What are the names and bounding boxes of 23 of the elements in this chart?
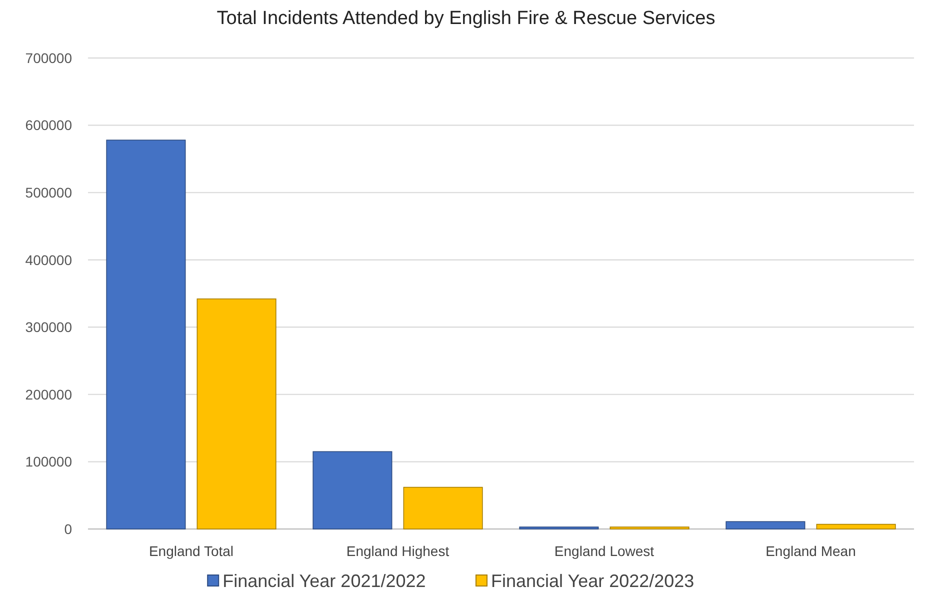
bar: [312, 451, 392, 530]
bar: [196, 298, 276, 530]
chart-title: Total Incidents Attended by English Fire & Rescue Services: [216, 8, 716, 29]
bar: [519, 526, 599, 530]
y-tick-label: 700000: [25, 50, 72, 66]
legend-label: Financial Year 2022/2023: [491, 571, 694, 591]
bar: [106, 140, 186, 530]
y-tick-label: 400000: [25, 252, 72, 268]
y-tick-label: 100000: [25, 454, 72, 470]
y-tick-label: 0: [64, 520, 72, 537]
bar: [610, 526, 690, 530]
bar: [726, 521, 806, 530]
x-tick-label: England Total: [148, 543, 234, 559]
y-tick-label: 200000: [25, 386, 72, 402]
x-tick-label: England Lowest: [554, 543, 654, 559]
x-tick-label: England Highest: [346, 543, 450, 559]
bar: [816, 524, 896, 530]
bar: [403, 486, 483, 530]
x-tick-label: England Mean: [766, 543, 856, 559]
y-tick-label: 600000: [25, 117, 72, 134]
y-tick-label: 300000: [25, 319, 72, 336]
y-tick-label: 500000: [25, 184, 72, 200]
legend-label: Financial Year 2021/2022: [222, 571, 426, 591]
